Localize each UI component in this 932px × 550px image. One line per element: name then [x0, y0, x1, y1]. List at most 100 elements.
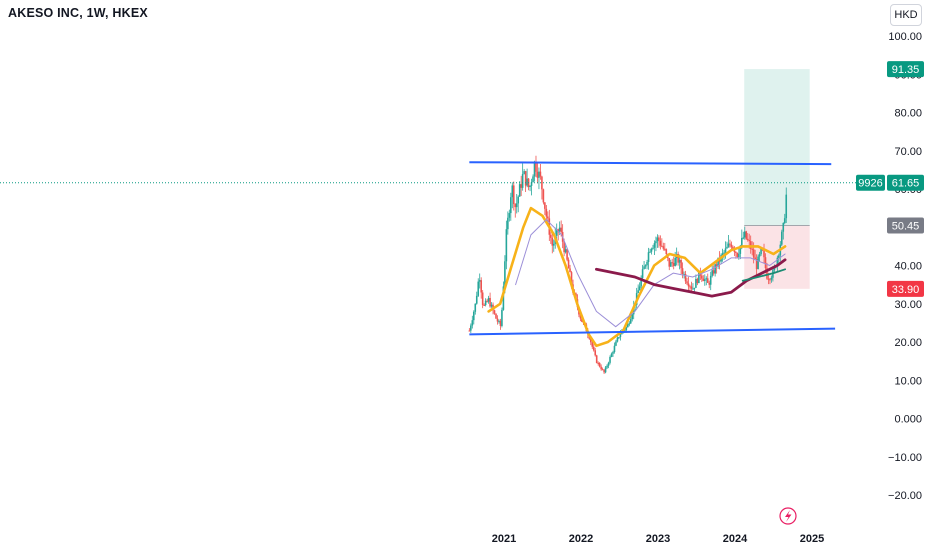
- candle-body: [607, 362, 610, 366]
- candle: [757, 254, 759, 270]
- x-tick-label: 2021: [492, 533, 516, 545]
- candle: [523, 169, 525, 175]
- candle: [511, 182, 514, 209]
- candle: [686, 277, 688, 286]
- countdown-text: 9926: [858, 178, 882, 190]
- ma-line: [741, 268, 786, 282]
- candle-body: [600, 366, 602, 370]
- candle: [486, 298, 488, 303]
- candle-body: [748, 239, 751, 242]
- candle: [471, 315, 474, 329]
- candle-body: [717, 257, 719, 267]
- lightning-icon[interactable]: [779, 507, 797, 525]
- candle-body: [698, 271, 700, 284]
- candle: [508, 209, 511, 222]
- candle: [552, 239, 555, 252]
- candle-body: [594, 350, 597, 356]
- price-label-bg: [887, 61, 924, 78]
- candle-body: [499, 320, 502, 326]
- candle-body: [665, 249, 668, 255]
- candle: [783, 213, 786, 225]
- candle-body: [659, 240, 662, 246]
- candle-body: [526, 178, 528, 186]
- trendline-upper[interactable]: [469, 161, 832, 166]
- candle-body: [505, 229, 508, 262]
- trendline-lower[interactable]: [469, 327, 836, 336]
- candle-body: [780, 231, 783, 245]
- candle-body: [723, 252, 725, 254]
- candle-body: [472, 311, 475, 321]
- candle-body: [507, 217, 509, 230]
- candle-body: [686, 281, 688, 284]
- candle-body: [664, 248, 666, 250]
- candle-body: [581, 318, 583, 322]
- y-axis[interactable]: 100.0090.0080.0070.0060.0050.0040.0030.0…: [888, 31, 922, 502]
- candle-body: [640, 277, 642, 287]
- candle-body: [495, 313, 497, 319]
- target-zone: [744, 69, 810, 226]
- candle: [518, 181, 521, 197]
- candle: [507, 211, 509, 235]
- candle-body: [637, 290, 639, 294]
- candle-body: [612, 351, 614, 354]
- candle-body: [592, 346, 595, 351]
- currency-button[interactable]: HKD: [890, 4, 922, 26]
- candle: [601, 367, 604, 371]
- candle-body: [749, 241, 752, 249]
- candle: [669, 259, 672, 267]
- candle-body: [567, 259, 570, 269]
- candle-body: [681, 268, 684, 275]
- candle: [600, 364, 602, 371]
- candle-body: [595, 355, 598, 363]
- price-label: 61.65: [887, 174, 924, 191]
- candle: [484, 298, 487, 307]
- candle-body: [471, 320, 474, 326]
- trendlines[interactable]: [469, 161, 836, 336]
- candle-body: [521, 174, 524, 188]
- candle-body: [533, 161, 536, 177]
- candle: [615, 339, 617, 347]
- candle: [610, 352, 613, 358]
- candle-body: [662, 246, 665, 249]
- candle-body: [487, 297, 490, 302]
- candle-body: [545, 208, 548, 217]
- candle-body: [529, 185, 531, 188]
- candle: [538, 167, 540, 190]
- candle-body: [658, 237, 660, 241]
- candle-body: [470, 325, 472, 331]
- candle: [616, 336, 619, 343]
- candle: [755, 254, 758, 277]
- candle-body: [677, 253, 679, 263]
- candle-body: [555, 229, 558, 236]
- candle-body: [754, 257, 756, 260]
- candle: [606, 364, 608, 370]
- candle: [489, 292, 491, 308]
- candle: [595, 354, 598, 364]
- candle: [785, 187, 788, 223]
- x-axis[interactable]: 2021 2022 2023 2024 2025: [492, 533, 824, 545]
- candle-body: [773, 267, 776, 271]
- candle: [628, 321, 631, 327]
- candle: [569, 264, 571, 273]
- candle-body: [544, 202, 546, 209]
- price-label: 33.90: [887, 280, 924, 297]
- candle-body: [730, 244, 733, 247]
- price-label-bg: [887, 217, 924, 234]
- candle-body: [604, 367, 607, 373]
- x-tick-label: 2022: [569, 533, 593, 545]
- candle: [566, 247, 568, 262]
- candle-body: [601, 369, 604, 371]
- candle: [505, 220, 508, 270]
- candle-body: [644, 265, 647, 267]
- candle-body: [687, 283, 690, 287]
- candle-body: [558, 227, 561, 232]
- price-label-text: 50.45: [892, 221, 920, 233]
- candle: [597, 361, 599, 366]
- candle: [524, 170, 527, 192]
- candle-body: [692, 288, 694, 290]
- candle-body: [520, 184, 522, 188]
- candle-body: [490, 304, 493, 307]
- candle: [638, 282, 641, 291]
- candle-body: [782, 223, 785, 232]
